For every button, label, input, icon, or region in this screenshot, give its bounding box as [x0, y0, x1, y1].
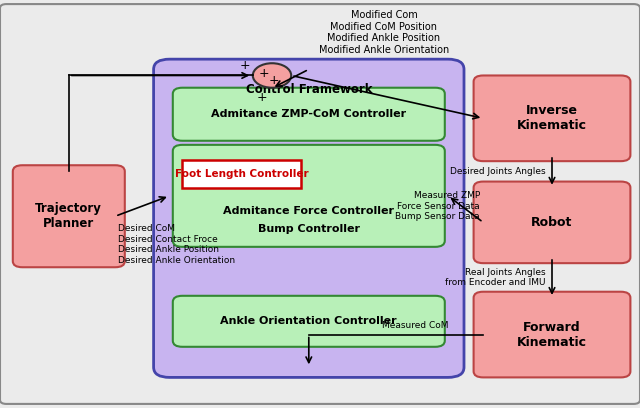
- Text: Control Framework: Control Framework: [246, 83, 372, 96]
- Text: Admitance ZMP-CoM Controller: Admitance ZMP-CoM Controller: [211, 109, 406, 119]
- Text: Trajectory
Planner: Trajectory Planner: [35, 202, 102, 230]
- Text: +: +: [259, 67, 269, 80]
- Text: Forward
Kinematic: Forward Kinematic: [517, 321, 587, 348]
- Text: Measured CoM: Measured CoM: [382, 322, 449, 330]
- Text: Inverse
Kinematic: Inverse Kinematic: [517, 104, 587, 132]
- FancyBboxPatch shape: [154, 59, 464, 377]
- Text: Ankle Orientation Controller: Ankle Orientation Controller: [221, 316, 397, 326]
- FancyBboxPatch shape: [173, 296, 445, 347]
- FancyBboxPatch shape: [474, 292, 630, 377]
- Text: Desired CoM
Desired Contact Froce
Desired Ankle Position
Desired Ankle Orientati: Desired CoM Desired Contact Froce Desire…: [118, 224, 236, 265]
- Text: Desired Joints Angles: Desired Joints Angles: [450, 167, 545, 176]
- Text: Modified Com
Modified CoM Position
Modified Ankle Position
Modified Ankle Orient: Modified Com Modified CoM Position Modif…: [319, 10, 449, 55]
- FancyBboxPatch shape: [13, 165, 125, 267]
- Text: Robot: Robot: [531, 216, 573, 229]
- FancyBboxPatch shape: [474, 75, 630, 161]
- Text: +: +: [240, 59, 250, 72]
- Text: +: +: [257, 91, 268, 104]
- Ellipse shape: [253, 63, 291, 88]
- FancyBboxPatch shape: [182, 160, 301, 188]
- Text: Bump Controller: Bump Controller: [258, 224, 360, 234]
- FancyBboxPatch shape: [0, 4, 640, 404]
- FancyBboxPatch shape: [474, 182, 630, 263]
- FancyBboxPatch shape: [173, 145, 445, 247]
- Text: Real Joints Angles
from Encoder and IMU: Real Joints Angles from Encoder and IMU: [445, 268, 545, 287]
- Text: Measured ZMP
Force Sensor Data
Bump Sensor Data: Measured ZMP Force Sensor Data Bump Sens…: [396, 191, 480, 221]
- Text: Admitance Force Controller: Admitance Force Controller: [223, 206, 394, 216]
- Text: Foot Length Controller: Foot Length Controller: [175, 169, 308, 179]
- FancyBboxPatch shape: [173, 88, 445, 141]
- Text: +: +: [269, 74, 279, 87]
